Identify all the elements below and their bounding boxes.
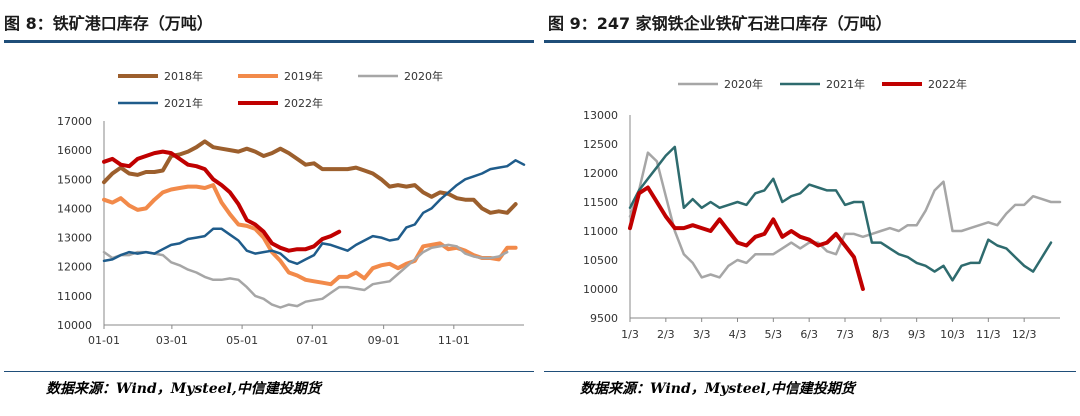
y-tick-label: 12500 <box>583 138 618 151</box>
chart-panel-port-inventory: 图 8：铁矿港口库存（万吨） 10000 11000 12000 13000 14000… <box>4 14 534 397</box>
figure-title: 图 9：247 家钢铁企业铁矿石进口库存（万吨） <box>548 14 892 33</box>
x-tick-label: 5/3 <box>764 328 782 341</box>
y-tick-label: 11500 <box>583 196 618 209</box>
series-line <box>102 243 509 309</box>
series-line <box>628 185 865 291</box>
x-tick-label: 10/3 <box>940 328 965 341</box>
title-divider <box>544 40 1076 43</box>
y-tick-label: 11000 <box>583 225 618 238</box>
x-tick-label: 11/3 <box>976 328 1001 341</box>
port-inventory-chart: 10000 11000 12000 13000 14000 15000 16000 17000… <box>57 69 526 347</box>
legend-label: 2020年 <box>404 69 443 83</box>
series-line <box>102 149 342 253</box>
x-tick-label: 1/3 <box>621 328 639 341</box>
y-tick-label: 16000 <box>57 144 92 157</box>
legend-label: 2021年 <box>826 77 865 91</box>
chart-panel-steel-mill-inventory: 图 9：247 家钢铁企业铁矿石进口库存（万吨） 9500 10000 10500 1… <box>540 0 1080 416</box>
y-tick-label: 13000 <box>57 232 92 245</box>
y-tick-label: 11000 <box>57 290 92 303</box>
y-tick-label: 14000 <box>57 202 92 215</box>
y-tick-label: 13000 <box>583 109 618 122</box>
series-line <box>102 183 518 287</box>
x-tick-label: 9/3 <box>908 328 926 341</box>
legend-label: 2018年 <box>164 69 203 83</box>
footer-divider <box>4 371 534 372</box>
y-tick-label: 12000 <box>57 261 92 274</box>
data-source: 数据来源：Wind，Mysteel,中信建投期货 <box>46 381 321 397</box>
x-tick-label: 6/3 <box>800 328 818 341</box>
y-tick-label: 10000 <box>57 319 92 332</box>
y-tick-label: 17000 <box>57 115 92 128</box>
x-tick-label: 05-01 <box>226 334 258 347</box>
data-source: 数据来源：Wind，Mysteel,中信建投期货 <box>580 381 855 397</box>
x-tick-label: 2/3 <box>657 328 675 341</box>
x-tick-label: 07-01 <box>296 334 328 347</box>
legend-label: 2021年 <box>164 96 203 110</box>
x-tick-label: 01-01 <box>88 334 120 347</box>
footer-divider <box>544 371 1076 372</box>
series-line <box>628 145 1053 282</box>
legend-label: 2022年 <box>284 96 323 110</box>
x-tick-label: 03-01 <box>156 334 188 347</box>
y-tick-label: 9500 <box>590 312 618 325</box>
x-tick-label: 4/3 <box>729 328 747 341</box>
y-tick-label: 10500 <box>583 254 618 267</box>
title-divider <box>4 40 534 43</box>
x-tick-label: 12/3 <box>1012 328 1037 341</box>
x-tick-label: 09-01 <box>368 334 400 347</box>
steel-mill-inventory-chart: 9500 10000 10500 11000 11500 12000 12500 13000 1… <box>583 77 1062 341</box>
x-tick-label: 3/3 <box>693 328 711 341</box>
legend-label: 2019年 <box>284 69 323 83</box>
y-tick-label: 10000 <box>583 283 618 296</box>
y-tick-label: 15000 <box>57 173 92 186</box>
x-tick-label: 8/3 <box>872 328 890 341</box>
legend-label: 2022年 <box>928 77 967 91</box>
figure-title: 图 8：铁矿港口库存（万吨） <box>4 14 213 33</box>
legend-label: 2020年 <box>724 77 763 91</box>
x-tick-label: 11-01 <box>438 334 470 347</box>
series-line <box>628 151 1062 279</box>
y-tick-label: 12000 <box>583 167 618 180</box>
x-tick-label: 7/3 <box>836 328 854 341</box>
series-line <box>102 159 526 266</box>
